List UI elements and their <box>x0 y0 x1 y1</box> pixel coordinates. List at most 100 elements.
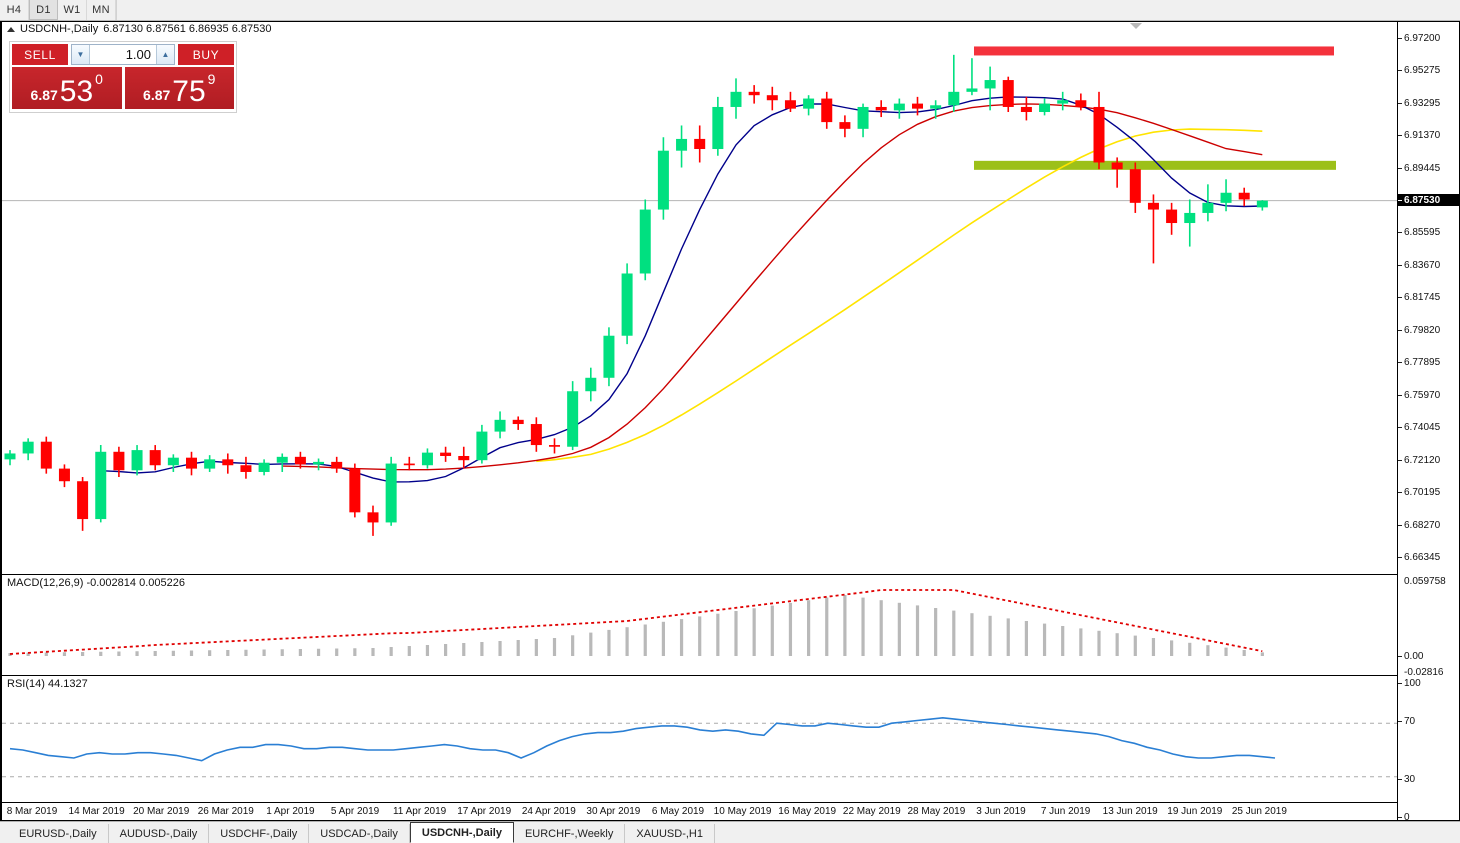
candle <box>803 95 815 116</box>
candle <box>657 137 669 220</box>
buy-price-base: 6.87 <box>143 87 171 103</box>
candle <box>984 66 996 111</box>
price-tick-current: 6.87530 <box>1398 194 1459 206</box>
price-tick: 6.85595 <box>1398 226 1459 238</box>
candle <box>1039 98 1051 116</box>
candle <box>331 456 343 473</box>
date-label: 6 May 2019 <box>651 806 705 817</box>
candle <box>1111 157 1123 188</box>
tab-usdcad-daily[interactable]: USDCAD-,Daily <box>309 824 410 843</box>
macd-tick: -0.02816 <box>1404 666 1444 678</box>
tab-audusd-daily[interactable]: AUDUSD-,Daily <box>108 824 210 843</box>
date-label: 30 Apr 2019 <box>586 806 641 817</box>
candle <box>712 96 724 156</box>
tab-eurchf-weekly[interactable]: EURCHF-,Weekly <box>513 824 626 843</box>
candle <box>912 96 923 116</box>
candle <box>421 448 433 469</box>
date-label: 20 Mar 2019 <box>133 806 190 817</box>
candle <box>294 451 306 469</box>
candle <box>4 450 16 466</box>
rsi-pane[interactable]: RSI(14) 44.1327 <box>2 676 1400 801</box>
candle <box>349 463 361 518</box>
candle <box>948 54 960 113</box>
timeframe-d1[interactable]: D1 <box>29 0 58 20</box>
price-tick: 6.79820 <box>1398 324 1459 336</box>
date-label: 16 May 2019 <box>778 806 837 817</box>
price-pane[interactable] <box>2 36 1400 574</box>
macd-label: MACD(12,26,9) -0.002814 0.005226 <box>7 577 185 589</box>
candle <box>621 263 633 345</box>
volume-stepper[interactable]: ▼ 1.00 ▲ <box>71 44 175 65</box>
candle <box>639 199 651 281</box>
date-label: 19 Jun 2019 <box>1167 806 1223 817</box>
buy-price-big: 75 <box>172 75 206 108</box>
candle <box>875 100 887 118</box>
sell-price-base: 6.87 <box>30 87 58 103</box>
candle <box>258 459 270 476</box>
chart-symbol-label: USDCNH-,Daily <box>20 23 99 35</box>
candle <box>1020 96 1032 121</box>
support-zone <box>974 160 1336 170</box>
sell-button[interactable]: SELL <box>12 44 68 65</box>
tab-usdcnh-daily[interactable]: USDCNH-,Daily <box>409 822 514 843</box>
candle <box>1184 199 1196 247</box>
sell-price-big: 53 <box>59 75 94 108</box>
candle <box>893 98 905 119</box>
sell-price-display[interactable]: 6.87 53 0 <box>12 67 122 109</box>
price-tick: 6.66345 <box>1398 551 1459 563</box>
candle <box>1166 202 1178 235</box>
pane-divider-macd[interactable] <box>2 574 1460 575</box>
volume-increase-icon[interactable]: ▲ <box>156 45 174 64</box>
tab-xauusd-h1[interactable]: XAUUSD-,H1 <box>625 824 715 843</box>
date-label: 10 May 2019 <box>713 806 772 817</box>
candle <box>966 58 978 96</box>
price-tick: 6.70195 <box>1398 486 1459 498</box>
price-tick: 6.74045 <box>1398 421 1459 433</box>
timeframe-w1[interactable]: W1 <box>58 0 87 20</box>
macd-tick: 0.00 <box>1398 650 1459 662</box>
chart-header: USDCNH-,Daily 6.87130 6.87561 6.86935 6.… <box>2 22 1459 36</box>
pane-divider-rsi[interactable] <box>2 675 1460 676</box>
price-tick: 6.97200 <box>1398 32 1459 44</box>
timeframe-h4[interactable]: H4 <box>0 0 29 20</box>
trade-panel-controls: SELL ▼ 1.00 ▲ BUY <box>10 42 236 67</box>
buy-button[interactable]: BUY <box>178 44 234 65</box>
macd-signal-line <box>9 589 1263 655</box>
candle <box>512 416 524 430</box>
chart-window[interactable]: USDCNH-,Daily 6.87130 6.87561 6.86935 6.… <box>0 21 1460 823</box>
candle <box>1220 179 1232 212</box>
date-label: 25 Jun 2019 <box>1231 806 1287 817</box>
candle <box>458 446 470 469</box>
candle <box>930 100 942 119</box>
tab-usdchf-daily[interactable]: USDCHF-,Daily <box>209 824 310 843</box>
tab-eurusd-daily[interactable]: EURUSD-,Daily <box>8 824 109 843</box>
date-scale[interactable]: 8 Mar 2019 14 Mar 2019 20 Mar 2019 26 Mar 2… <box>2 802 1400 820</box>
timeframe-mn[interactable]: MN <box>87 0 116 20</box>
date-label: 5 Apr 2019 <box>330 806 380 817</box>
candle <box>131 445 143 476</box>
candle <box>1202 184 1214 222</box>
price-tick: 6.72120 <box>1398 454 1459 466</box>
price-tick: 6.68270 <box>1398 519 1459 531</box>
one-click-trading-panel[interactable]: SELL ▼ 1.00 ▲ BUY 6.87 53 0 6.87 75 9 <box>9 41 237 113</box>
macd-pane[interactable]: MACD(12,26,9) -0.002814 0.005226 <box>2 575 1400 675</box>
date-label: 7 Jun 2019 <box>1040 806 1091 817</box>
candle <box>149 445 161 471</box>
candle <box>766 86 778 111</box>
candle <box>403 456 415 471</box>
price-scale[interactable]: 6.97200 6.95275 6.93295 6.91370 6.89445 6.875… <box>1397 22 1459 823</box>
volume-decrease-icon[interactable]: ▼ <box>72 45 90 64</box>
price-tick: 6.89445 <box>1398 162 1459 174</box>
candle <box>676 125 688 168</box>
candle <box>821 91 833 129</box>
chart-scroll-marker-icon[interactable] <box>1130 23 1142 29</box>
volume-input[interactable]: 1.00 <box>125 47 151 62</box>
candle <box>839 115 851 138</box>
date-label: 17 Apr 2019 <box>457 806 512 817</box>
candle <box>694 125 706 163</box>
candle <box>77 477 89 531</box>
date-label: 28 May 2019 <box>907 806 966 817</box>
buy-price-display[interactable]: 6.87 75 9 <box>124 67 234 109</box>
price-candlestick-plot <box>2 46 1400 536</box>
collapse-triangle-icon[interactable] <box>7 26 15 32</box>
